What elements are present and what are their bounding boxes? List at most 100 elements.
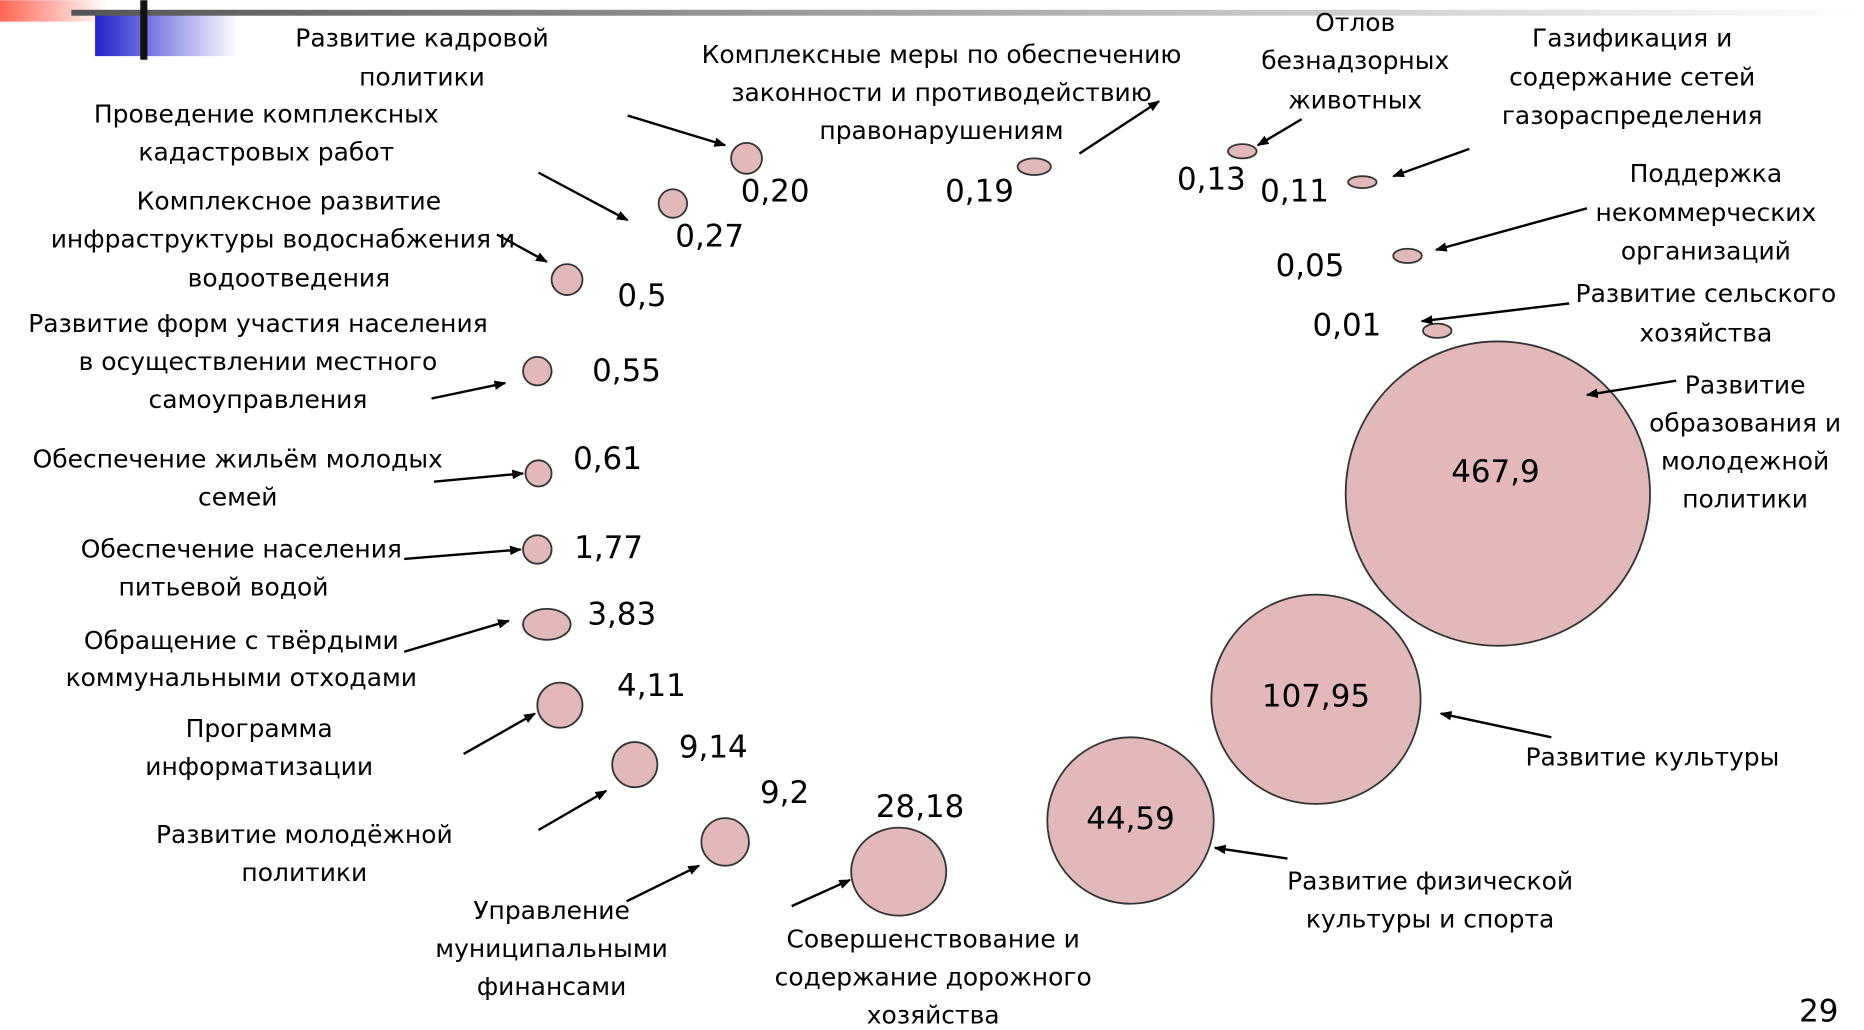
item-label: информатизации — [145, 752, 373, 781]
item-label: Развитие сельского — [1576, 279, 1837, 308]
item-label: безнадзорных — [1261, 46, 1449, 75]
arrow — [537, 789, 608, 832]
item-label: хозяйства — [1639, 318, 1772, 347]
item-label: инфраструктуры водоснабжения и — [51, 224, 515, 253]
item-label: организаций — [1621, 236, 1791, 265]
arrow — [404, 545, 522, 561]
value-label: 0,01 — [1312, 308, 1381, 344]
value-label: 4,11 — [617, 668, 686, 704]
item-label: законности и противодействию — [731, 78, 1152, 107]
bubble — [1347, 175, 1378, 189]
arrow — [1439, 711, 1552, 739]
item-label: кадастровых работ — [138, 138, 394, 167]
item-label: самоуправления — [149, 385, 368, 414]
value-label: 0,55 — [592, 353, 661, 389]
arrow — [433, 469, 525, 483]
bubble — [1392, 247, 1423, 264]
item-label: некоммерческих — [1596, 198, 1817, 227]
decoration — [0, 0, 1864, 60]
bubble — [536, 681, 584, 729]
item-label: животных — [1288, 85, 1422, 114]
item-label: муниципальными — [435, 934, 668, 963]
page-number: 29 — [1799, 994, 1838, 1030]
item-label: политики — [1682, 485, 1808, 514]
arrow — [627, 114, 727, 147]
arrow — [1434, 207, 1588, 252]
value-label: 0,20 — [741, 173, 810, 209]
item-label: Комплексное развитие — [137, 186, 442, 215]
arrow — [1078, 100, 1161, 155]
item-label: семей — [198, 482, 277, 511]
item-label: политики — [359, 63, 485, 92]
arrow — [463, 712, 536, 755]
bubble — [657, 188, 689, 219]
item-label: Развитие кадровой — [295, 23, 548, 52]
value-label: 28,18 — [876, 789, 964, 825]
value-label: 9,14 — [679, 730, 748, 766]
bubble — [1422, 322, 1453, 339]
value-label: 0,27 — [675, 219, 744, 255]
value-label: 3,83 — [587, 597, 656, 633]
item-label: Поддержка — [1630, 159, 1783, 188]
item-label: Развитие физической — [1287, 866, 1573, 895]
bubble — [522, 608, 572, 641]
bubble — [524, 459, 553, 488]
item-label: Проведение комплексных — [94, 100, 439, 129]
item-label: содержание сетей — [1509, 63, 1755, 92]
item-label: Отлов — [1315, 8, 1395, 37]
item-label: хозяйства — [867, 1001, 1000, 1030]
item-label: Газификация и — [1532, 23, 1732, 52]
arrow — [1213, 844, 1288, 860]
value-label: 44,59 — [1086, 801, 1174, 837]
arrow — [1392, 147, 1470, 178]
bubble — [1016, 157, 1052, 176]
item-label: правонарушениям — [819, 116, 1063, 145]
value-label: 0,13 — [1177, 161, 1246, 197]
arrow — [537, 171, 629, 222]
bubble — [850, 826, 948, 917]
item-label: культуры и спорта — [1306, 904, 1554, 933]
arrow — [431, 380, 507, 400]
item-label: Программа — [186, 714, 333, 743]
arrow — [1585, 379, 1677, 398]
bubble — [550, 263, 584, 296]
item-label: Развитие — [1685, 371, 1806, 400]
item-label: питьевой водой — [119, 573, 329, 602]
value-label: 9,2 — [760, 775, 809, 811]
bubble — [611, 741, 659, 789]
item-label: Обеспечение жильём молодых — [33, 444, 443, 473]
arrow — [403, 619, 510, 653]
arrow — [1256, 118, 1303, 147]
value-label: 0,61 — [573, 441, 642, 477]
bubble — [1210, 593, 1422, 805]
arrow — [625, 864, 701, 903]
item-label: Обеспечение населения — [81, 535, 402, 564]
value-label: 107,95 — [1262, 679, 1370, 715]
item-label: Управление — [473, 896, 630, 925]
arrow — [496, 233, 548, 263]
bubble — [522, 534, 553, 565]
bubble — [1046, 736, 1215, 905]
value-label: 0,05 — [1276, 248, 1345, 284]
item-label: Развитие культуры — [1525, 743, 1779, 772]
item-label: Развитие форм участия населения — [28, 309, 488, 338]
item-label: водоотведения — [188, 264, 391, 293]
item-label: коммунальными отходами — [66, 663, 417, 692]
item-label: Совершенствование и — [787, 925, 1080, 954]
item-label: Комплексные меры по обеспечению — [702, 40, 1182, 69]
item-label: содержание дорожного — [775, 963, 1092, 992]
value-label: 467,9 — [1451, 454, 1539, 490]
item-label: молодежной — [1661, 447, 1829, 476]
item-label: образования и — [1649, 409, 1841, 438]
value-label: 0,11 — [1260, 173, 1329, 209]
item-label: Обращение с твёрдыми — [84, 626, 399, 655]
bubble — [1344, 340, 1651, 647]
value-label: 0,5 — [617, 278, 666, 314]
bubble — [1227, 143, 1258, 160]
arrow — [791, 878, 852, 908]
item-label: политики — [241, 858, 367, 887]
item-label: в осуществлении местного — [79, 347, 438, 376]
bubble — [730, 142, 763, 175]
item-label: газораспределения — [1502, 101, 1763, 130]
